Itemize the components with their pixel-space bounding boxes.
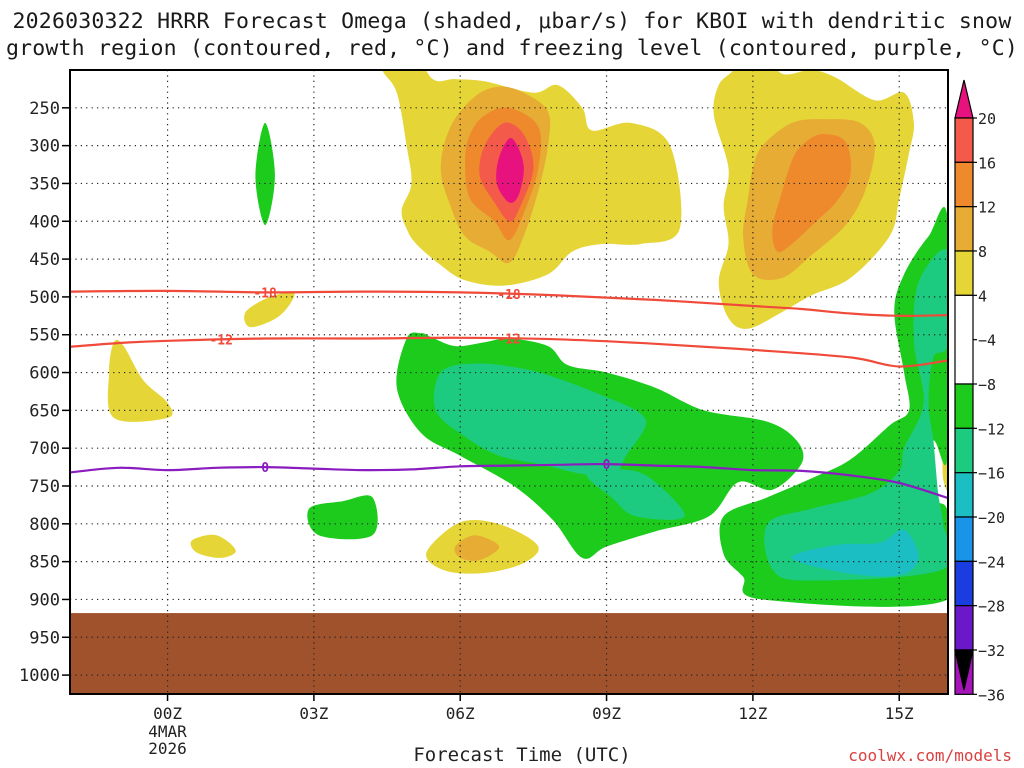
x-tick-label-06Z: 06Z: [446, 704, 475, 723]
below-ground-shading: [70, 613, 948, 694]
colorbar-label-1: 16: [978, 154, 996, 172]
x-tick-label-12Z: 12Z: [738, 704, 767, 723]
freezing-level-0-label-0: 0: [261, 461, 269, 476]
chart-title: 2026030322 HRRR Forecast Omega (shaded, …: [0, 8, 1024, 62]
x-tick-label-03Z: 03Z: [299, 704, 328, 723]
plot-frame: [69, 69, 949, 695]
y-tick-label-650: 650: [29, 401, 60, 421]
colorbar: 20 16 12 8 4 −4 −8 −12 −16 −20 −24 −28 −32 −36: [954, 79, 1005, 704]
colorbar-bin-1: [954, 117, 974, 163]
omega-minus4-upper: [255, 122, 275, 226]
colorbar-bin-11: [954, 605, 974, 651]
colorbar-label-3: 8: [978, 243, 987, 261]
title-line-2: growth region (contoured, red, °C) and f…: [5, 36, 1019, 61]
y-tick-label-250: 250: [29, 99, 60, 119]
colorbar-label-4: 4: [978, 287, 987, 305]
dgz-minus18-label-1: -18: [497, 288, 521, 303]
x-tick-sublabel-1: 2026: [148, 739, 187, 758]
colorbar-bin-3: [954, 206, 974, 252]
omega-shading-layer: [107, 70, 948, 607]
colorbar-label-12: −32: [978, 642, 1005, 660]
y-tick-label-600: 600: [29, 364, 60, 384]
x-axis-label: Forecast Time (UTC): [413, 744, 631, 766]
colorbar-bin-5: [954, 294, 974, 385]
y-tick-label-700: 700: [29, 439, 60, 459]
x-tick-label-09Z: 09Z: [592, 704, 621, 723]
x-tick-label-15Z: 15Z: [885, 704, 914, 723]
dgz-minus12-line: [70, 336, 948, 368]
colorbar-label-2: 12: [978, 199, 996, 217]
y-tick-label-450: 450: [29, 250, 60, 270]
colorbar-bin-7: [954, 427, 974, 474]
colorbar-label-0: 20: [978, 110, 996, 128]
omega-plus4-small-c: [190, 534, 236, 558]
freezing-level-0-label-1: 0: [603, 458, 611, 473]
gridline-layer: [70, 70, 948, 694]
dgz-minus18-label-0: -18: [253, 286, 277, 301]
below-ground-layer: [70, 613, 948, 694]
colorbar-bin-4: [954, 250, 974, 296]
omega-minus8-mid: [433, 363, 646, 475]
freezing-level-0-line: [70, 462, 948, 500]
y-tick-label-950: 950: [29, 628, 60, 648]
y-tick-label-500: 500: [29, 288, 60, 308]
colorbar-bin-9: [954, 516, 974, 562]
omega-plus12-right: [772, 134, 852, 253]
x-tick-label-00Z: 00Z: [153, 704, 182, 723]
x-tick-sublabel-0: 4MAR: [148, 722, 187, 741]
colorbar-bin-0: [954, 79, 974, 119]
y-tick-label-350: 350: [29, 174, 60, 194]
y-tick-label-400: 400: [29, 212, 60, 232]
colorbar-bin-10: [954, 560, 974, 607]
y-tick-label-800: 800: [29, 515, 60, 535]
omega-minus4-small-f: [307, 495, 378, 540]
y-tick-label-750: 750: [29, 477, 60, 497]
y-axis: 250 300 350 400 450 500 550 600 650 700 750 800 850 9…: [19, 99, 70, 686]
colorbar-label-11: −28: [978, 598, 1005, 616]
omega-minus8-right: [764, 249, 948, 581]
colorbar-label-8: −16: [978, 465, 1005, 483]
dgz-minus12-label-1: -12: [497, 333, 520, 348]
contour-layer: [70, 289, 948, 500]
omega-plus4-small-a: [107, 339, 173, 422]
colorbar-label-13: −36: [978, 686, 1005, 704]
colorbar-label-6: −8: [978, 376, 996, 394]
contour-label-layer: -18 -18 -12 -12 0 0: [209, 286, 611, 476]
omega-plus8-small-e: [454, 535, 500, 561]
dgz-minus12-label-0: -12: [209, 334, 232, 349]
colorbar-label-10: −24: [978, 553, 1005, 571]
colorbar-bin-13: [954, 649, 974, 691]
y-tick-label-900: 900: [29, 590, 60, 610]
colorbar-bin-8: [954, 472, 974, 518]
omega-plus4-small-b: [244, 291, 295, 328]
colorbar-bin-6: [954, 383, 974, 429]
colorbar-label-9: −20: [978, 509, 1005, 527]
omega-plus20: [496, 138, 524, 203]
colorbar-label-5: −4: [978, 332, 996, 350]
y-tick-label-850: 850: [29, 553, 60, 573]
credit-text: coolwx.com/models: [848, 746, 1012, 765]
omega-minus12-right: [791, 529, 919, 577]
title-line-1: 2026030322 HRRR Forecast Omega (shaded, …: [12, 9, 1012, 34]
colorbar-label-7: −12: [978, 420, 1005, 438]
colorbar-bin-2: [954, 161, 974, 208]
y-tick-label-300: 300: [29, 137, 60, 157]
dgz-minus18-line: [70, 289, 948, 317]
omega-minus8-lower: [586, 469, 685, 520]
y-tick-label-550: 550: [29, 326, 60, 346]
y-tick-label-1000: 1000: [19, 666, 60, 686]
